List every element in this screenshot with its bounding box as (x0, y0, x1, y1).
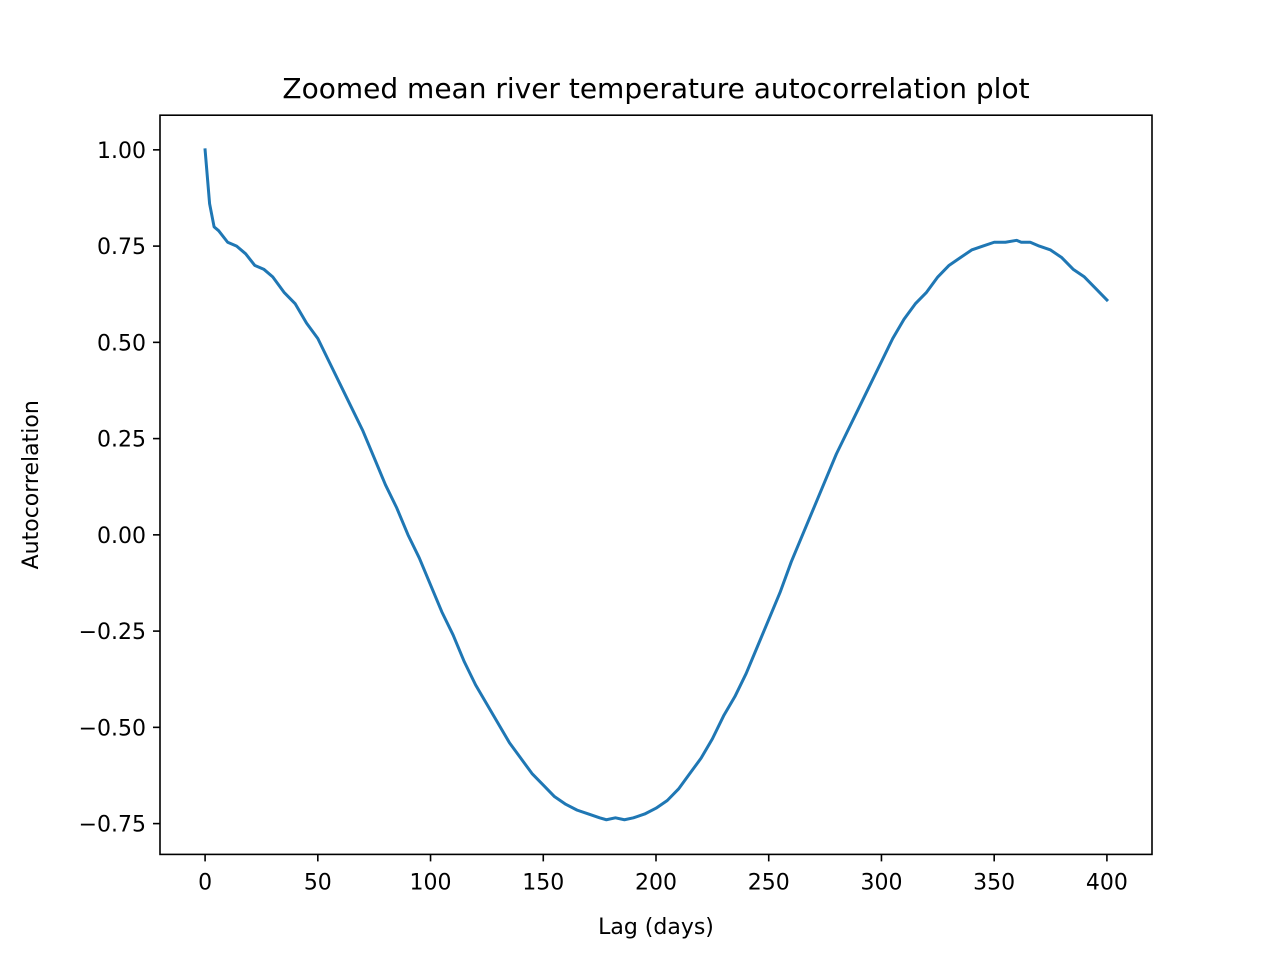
y-tick-label: −0.75 (79, 813, 146, 838)
axes-frame (159, 114, 1153, 856)
x-tick-label: 100 (410, 870, 452, 895)
x-tick-label: 400 (1086, 870, 1128, 895)
y-axis-ticks: 1.00 0.75 0.50 0.25 0.00 −0.25 −0.50 −0.75 (79, 139, 160, 838)
y-tick-label: −0.25 (79, 620, 146, 645)
y-tick-label: 0.50 (97, 331, 146, 356)
y-axis-label: Autocorrelation (19, 400, 44, 569)
autocorrelation-line (203, 148, 1110, 822)
x-tick-label: 0 (198, 870, 212, 895)
y-tick-label: 0.00 (97, 524, 146, 549)
x-tick-label: 350 (973, 870, 1015, 895)
x-axis-ticks: 0 50 100 150 200 250 300 350 400 (198, 854, 1128, 895)
y-tick-label: 1.00 (97, 139, 146, 164)
x-tick-label: 250 (748, 870, 790, 895)
y-tick-label: 0.75 (97, 235, 146, 260)
x-tick-label: 50 (304, 870, 332, 895)
x-tick-label: 200 (635, 870, 677, 895)
y-tick-label: 0.25 (97, 428, 146, 453)
x-axis-label: Lag (days) (598, 915, 714, 940)
chart-title: Zoomed mean river temperature autocorrel… (282, 72, 1029, 105)
x-tick-label: 150 (522, 870, 564, 895)
plot-area (203, 148, 1110, 822)
y-tick-label: −0.50 (79, 716, 146, 741)
x-tick-label: 300 (860, 870, 902, 895)
